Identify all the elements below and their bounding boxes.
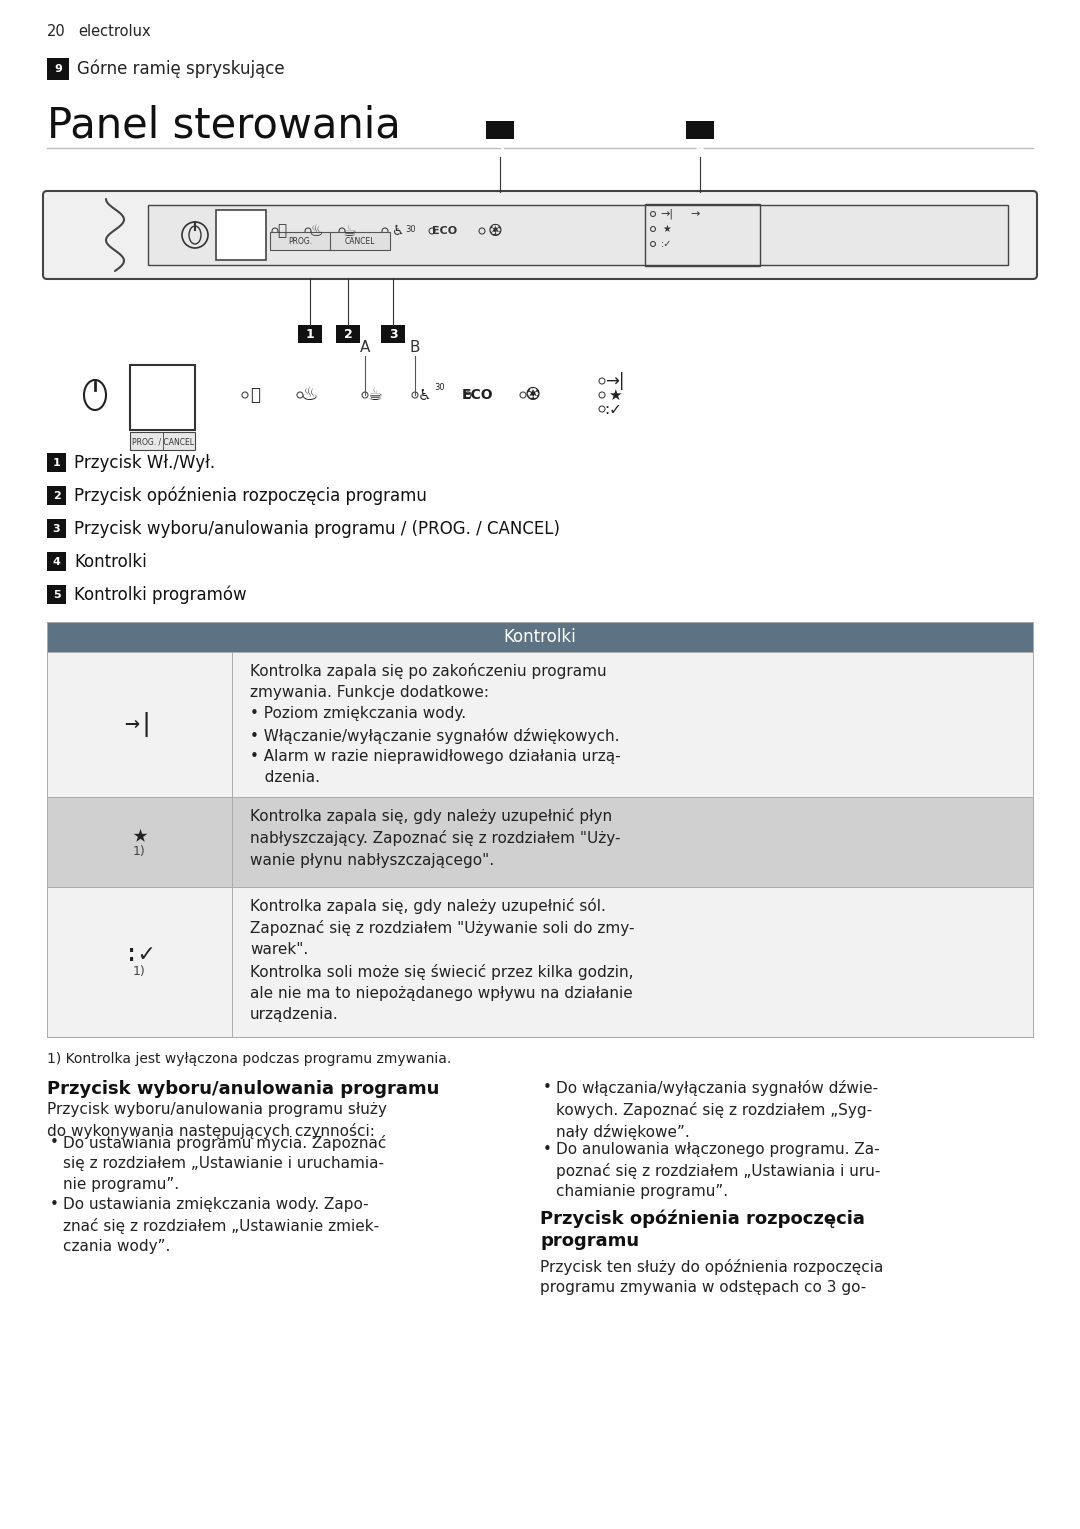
Text: 3: 3 xyxy=(53,524,60,534)
Text: 5: 5 xyxy=(53,590,60,599)
Text: 2: 2 xyxy=(343,327,352,341)
Bar xyxy=(486,121,514,139)
Text: Kontrolka zapala się, gdy należy uzupełnić sól.
Zapoznać się z rozdziałem "Używa: Kontrolka zapala się, gdy należy uzupełn… xyxy=(249,898,635,1021)
Text: 1: 1 xyxy=(306,327,314,341)
Bar xyxy=(48,651,1032,797)
Text: 4: 4 xyxy=(696,142,704,154)
Text: ☕: ☕ xyxy=(343,223,356,239)
Text: ♨: ♨ xyxy=(309,222,323,240)
Bar xyxy=(686,121,714,139)
Text: ♼: ♼ xyxy=(487,222,502,240)
Bar xyxy=(216,209,266,260)
Bar xyxy=(48,453,66,472)
Bar xyxy=(130,365,195,430)
Text: →|: →| xyxy=(605,372,624,390)
Text: ☕: ☕ xyxy=(367,385,382,404)
Text: →|: →| xyxy=(661,209,674,219)
Text: Przycisk ten służy do opóźnienia rozpoczęcia
programu zmywania w odstępach co 3 : Przycisk ten służy do opóźnienia rozpocz… xyxy=(540,1258,883,1295)
FancyBboxPatch shape xyxy=(43,191,1037,278)
Text: ★: ★ xyxy=(608,387,622,402)
Text: Do włączania/wyłączania sygnałów dźwie-
kowych. Zapoznać się z rozdziałem „Syg-
: Do włączania/wyłączania sygnałów dźwie- … xyxy=(556,1079,878,1139)
Text: ⌛: ⌛ xyxy=(278,223,286,239)
Text: 20: 20 xyxy=(48,24,66,40)
Text: 1) Kontrolka jest wyłączona podczas programu zmywania.: 1) Kontrolka jest wyłączona podczas prog… xyxy=(48,1052,451,1066)
Bar xyxy=(48,58,69,80)
Text: 1): 1) xyxy=(133,965,146,979)
Bar xyxy=(48,797,1032,887)
Bar xyxy=(298,326,322,342)
Text: 30: 30 xyxy=(406,225,416,234)
Text: Przycisk wyboru/anulowania programu: Przycisk wyboru/anulowania programu xyxy=(48,1079,440,1098)
Bar xyxy=(48,586,66,604)
Text: 1): 1) xyxy=(133,846,146,858)
Text: ♿: ♿ xyxy=(392,225,404,239)
Text: A: A xyxy=(360,341,370,356)
Text: ★: ★ xyxy=(132,823,147,846)
Text: Panel sterowania: Panel sterowania xyxy=(48,106,401,147)
Text: :✓: :✓ xyxy=(604,402,622,416)
Bar xyxy=(130,433,195,450)
Text: →|: →| xyxy=(124,713,154,737)
Text: ★: ★ xyxy=(663,225,672,234)
Text: Kontrolka zapala się po zakończeniu programu
zmywania. Funkcje dodatkowe:
• Pozi: Kontrolka zapala się po zakończeniu prog… xyxy=(249,664,621,786)
Bar xyxy=(336,326,360,342)
Text: PROG.: PROG. xyxy=(288,237,312,246)
Text: 1: 1 xyxy=(53,459,60,468)
Text: →: → xyxy=(690,209,700,219)
Bar xyxy=(48,887,1032,1037)
Text: •: • xyxy=(50,1197,59,1212)
Bar xyxy=(645,203,760,266)
Text: Kontrolki: Kontrolki xyxy=(75,553,147,570)
Text: 3: 3 xyxy=(389,327,397,341)
Bar xyxy=(48,552,66,570)
Text: ♼: ♼ xyxy=(525,385,541,404)
Text: Przycisk opóźnienia rozpoczęcia
programu: Przycisk opóźnienia rozpoczęcia programu xyxy=(540,1209,865,1249)
Text: •: • xyxy=(543,1142,552,1157)
Text: B: B xyxy=(409,341,420,356)
Text: 4: 4 xyxy=(53,557,60,567)
Text: 5: 5 xyxy=(496,142,504,154)
Text: Przycisk opóźnienia rozpoczęcia programu: Przycisk opóźnienia rozpoczęcia programu xyxy=(75,486,427,505)
Text: ♿: ♿ xyxy=(418,387,432,402)
Bar xyxy=(48,622,1032,1037)
Bar xyxy=(148,205,1008,265)
Text: Przycisk wyboru/anulowania programu służy
do wykonywania następujących czynności: Przycisk wyboru/anulowania programu służ… xyxy=(48,1102,387,1139)
Text: PROG. / CANCEL: PROG. / CANCEL xyxy=(132,437,194,446)
Bar xyxy=(270,232,390,251)
Text: 30: 30 xyxy=(434,382,445,391)
Text: Kontrolki: Kontrolki xyxy=(503,628,577,645)
Text: ECO: ECO xyxy=(462,388,494,402)
Bar xyxy=(48,486,66,505)
Text: 9: 9 xyxy=(54,64,62,73)
Text: Do anulowania włączonego programu. Za-
poznać się z rozdziałem „Ustawiania i uru: Do anulowania włączonego programu. Za- p… xyxy=(556,1142,880,1199)
Text: :✓: :✓ xyxy=(661,239,673,249)
Text: Przycisk Wł./Wył.: Przycisk Wł./Wył. xyxy=(75,454,215,472)
Text: Przycisk wyboru/anulowania programu / (PROG. / CANCEL): Przycisk wyboru/anulowania programu / (P… xyxy=(75,520,561,538)
Bar xyxy=(381,326,405,342)
Text: CANCEL: CANCEL xyxy=(345,237,375,246)
Text: Do ustawiania zmiękczania wody. Zapo-
znać się z rozdziałem „Ustawianie zmiek-
c: Do ustawiania zmiękczania wody. Zapo- zn… xyxy=(63,1197,379,1254)
Text: ECO: ECO xyxy=(432,226,458,235)
Text: electrolux: electrolux xyxy=(78,24,150,40)
Text: Kontrolka zapala się, gdy należy uzupełnić płyn
nabłyszczający. Zapoznać się z r: Kontrolka zapala się, gdy należy uzupełn… xyxy=(249,807,621,867)
Text: •: • xyxy=(543,1079,552,1095)
Text: 2: 2 xyxy=(53,491,60,502)
Bar xyxy=(48,622,1032,651)
Text: •: • xyxy=(50,1135,59,1150)
Text: Kontrolki programów: Kontrolki programów xyxy=(75,586,246,604)
Bar xyxy=(48,518,66,538)
Text: ⌛: ⌛ xyxy=(249,385,260,404)
Text: Do ustawiania programu mycia. Zapoznać
się z rozdziałem „Ustawianie i uruchamia-: Do ustawiania programu mycia. Zapoznać s… xyxy=(63,1135,387,1191)
Text: Górne ramię spryskujące: Górne ramię spryskujące xyxy=(77,60,285,78)
Text: ♨: ♨ xyxy=(301,385,319,405)
Text: :✓: :✓ xyxy=(124,942,154,966)
